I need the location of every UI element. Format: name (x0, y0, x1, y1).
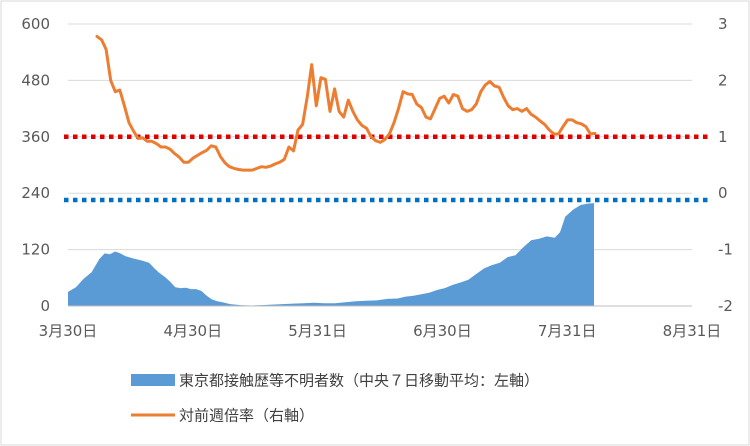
y-left-tick-label: 480 (21, 71, 50, 89)
x-tick-label: 3月30日 (39, 322, 98, 340)
x-tick-label: 5月31日 (288, 322, 347, 340)
y-left-tick-label: 600 (21, 15, 50, 33)
y-right-tick-label: 3 (718, 15, 728, 33)
y-left-tick-label: 360 (21, 128, 50, 146)
legend-swatch-area (131, 374, 175, 386)
y-right-tick-label: 1 (718, 128, 728, 146)
x-tick-label: 7月31日 (538, 322, 597, 340)
x-tick-label: 6月30日 (413, 322, 472, 340)
area-series-unknown-contact (68, 203, 594, 306)
y-right-tick-label: 0 (718, 184, 728, 202)
x-tick-label: 4月30日 (163, 322, 222, 340)
legend: 東京都接触歴等不明者数（中央７日移動平均：左軸） 対前週倍率（右軸） (131, 372, 539, 425)
legend-label: 東京都接触歴等不明者数（中央７日移動平均：左軸） (179, 372, 539, 390)
y-left-tick-label: 0 (40, 297, 50, 315)
axes: 0 120 240 360 480 600 -2 -1 0 1 2 3 3月30日 4月30日 5月31日 6… (21, 15, 733, 340)
legend-label: 対前週倍率（右軸） (179, 407, 314, 425)
y-left-tick-label: 240 (21, 184, 50, 202)
line-series-layer (95, 34, 597, 172)
line-series-week-ratio (95, 34, 597, 172)
x-tick-label: 8月31日 (663, 322, 722, 340)
y-left-tick-label: 120 (21, 241, 50, 259)
y-right-tick-label: -2 (718, 297, 733, 315)
y-right-tick-label: 2 (718, 71, 728, 89)
y-right-tick-label: -1 (718, 241, 733, 259)
area-series-layer (68, 203, 594, 306)
